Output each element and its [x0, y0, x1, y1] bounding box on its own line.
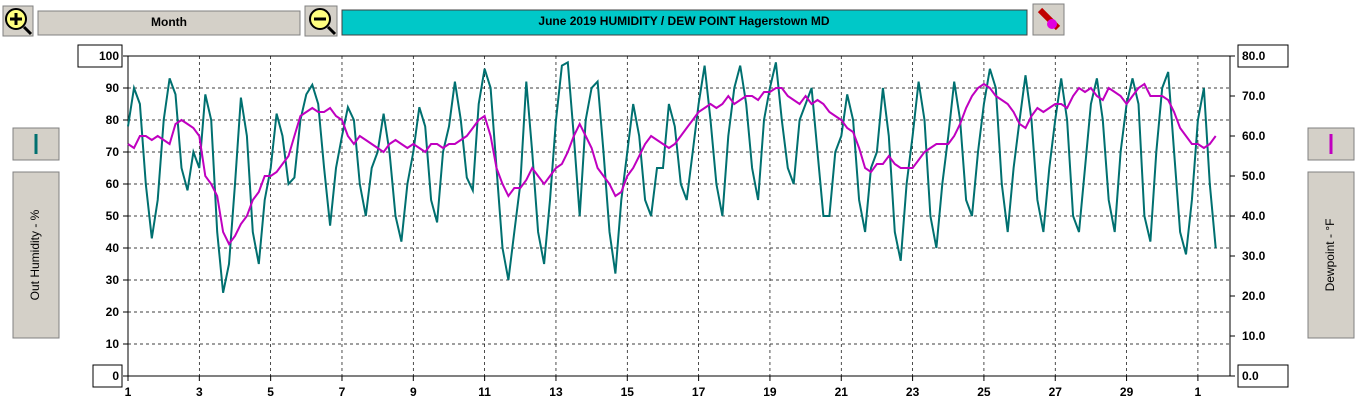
- y-axis-label: Out Humidity - %: [28, 209, 42, 300]
- x-tick-label: 17: [692, 385, 706, 399]
- x-tick-label: 21: [835, 385, 849, 399]
- y-tick-label: 40: [106, 241, 120, 255]
- y-tick-label: 100: [99, 49, 119, 63]
- x-tick-label: 27: [1049, 385, 1063, 399]
- series-line: [127, 60, 1217, 294]
- y2-axis-label: Dewpoint - °F: [1323, 219, 1337, 292]
- dewpoint-legend-button[interactable]: [1307, 127, 1355, 161]
- x-tick-label: 1: [1195, 385, 1202, 399]
- x-tick-label: 29: [1120, 385, 1134, 399]
- x-tick-label: 11: [478, 385, 491, 399]
- y-tick-box: [77, 44, 123, 68]
- x-tick-label: 7: [339, 385, 346, 399]
- y2-tick-box: [1237, 44, 1289, 68]
- y-tick-label: 70: [106, 145, 120, 159]
- humidity-legend-button[interactable]: [12, 127, 60, 161]
- x-tick-label: 25: [977, 385, 991, 399]
- x-tick-label: 1: [125, 385, 132, 399]
- y2-tick-label: 60.0: [1242, 129, 1266, 143]
- y2-tick-label: 80.0: [1242, 49, 1266, 63]
- dewpoint-axis-button[interactable]: Dewpoint - °F: [1307, 171, 1355, 339]
- y-tick-label: 20: [106, 305, 120, 319]
- range-label: Month: [151, 15, 187, 29]
- title-bar: June 2019 HUMIDITY / DEW POINT Hagerstow…: [341, 9, 1028, 36]
- y2-tick-label: 40.0: [1242, 209, 1266, 223]
- zoom-out-button[interactable]: [304, 5, 338, 37]
- color-tool-button[interactable]: [1032, 3, 1065, 36]
- y-tick-label: 50: [106, 209, 120, 223]
- y-tick-box: [92, 364, 123, 388]
- x-tick-label: 9: [410, 385, 417, 399]
- y-tick-label: 10: [106, 337, 120, 351]
- x-tick-label: 13: [549, 385, 563, 399]
- x-tick-label: 5: [267, 385, 274, 399]
- x-tick-label: 19: [763, 385, 777, 399]
- chart-title: June 2019 HUMIDITY / DEW POINT Hagerstow…: [538, 14, 829, 28]
- y-tick-label: 90: [106, 81, 120, 95]
- series-line: [127, 82, 1217, 246]
- y-tick-label: 60: [106, 177, 120, 191]
- y2-tick-label: 70.0: [1242, 89, 1266, 103]
- y-tick-label: 30: [106, 273, 120, 287]
- y2-tick-label: 10.0: [1242, 329, 1266, 343]
- y2-tick-label: 0.0: [1242, 369, 1259, 383]
- humidity-axis-button[interactable]: Out Humidity - %: [12, 171, 60, 339]
- y2-tick-label: 20.0: [1242, 289, 1266, 303]
- y-tick-label: 80: [106, 113, 120, 127]
- zoom-in-button[interactable]: [2, 5, 34, 37]
- range-button[interactable]: Month: [37, 10, 301, 36]
- y-tick-label: 0: [112, 369, 119, 383]
- y2-tick-label: 30.0: [1242, 249, 1266, 263]
- x-tick-label: 15: [621, 385, 635, 399]
- x-tick-label: 23: [906, 385, 920, 399]
- y2-tick-label: 50.0: [1242, 169, 1266, 183]
- x-tick-label: 3: [196, 385, 203, 399]
- y2-tick-box: [1237, 364, 1289, 388]
